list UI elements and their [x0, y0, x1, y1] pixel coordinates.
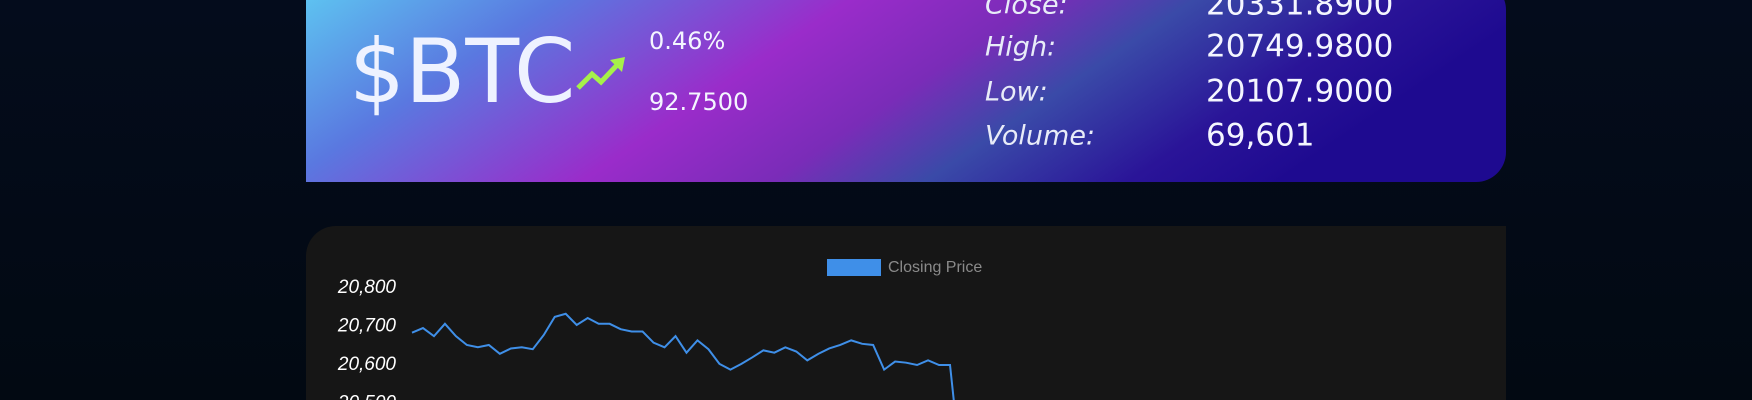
y-tick-label: 20,600	[337, 354, 397, 375]
ticker-card	[306, 0, 1506, 182]
y-tick-label: 20,700	[337, 316, 397, 337]
y-tick-label: 20,800	[337, 277, 397, 298]
plot: 20,500 20,600 20,700 20,800	[337, 277, 955, 400]
price-line	[411, 312, 955, 400]
stat-value: 69,601	[1206, 118, 1314, 154]
trend-icon-head	[610, 57, 625, 72]
stat-label: Volume:	[985, 121, 1095, 152]
stat-value: 20107.9000	[1206, 74, 1393, 110]
stat-value: 20331.8900	[1206, 0, 1393, 23]
legend-label: Closing Price	[888, 259, 982, 276]
ticker: $BTC	[349, 20, 575, 123]
change-percent: 0.46%	[649, 27, 725, 55]
stat-label: Low:	[985, 77, 1048, 108]
chart-card	[306, 226, 1506, 400]
stat-label: High:	[985, 32, 1056, 63]
chart: 20,500 20,600 20,700 20,800 Closing Price	[337, 259, 982, 400]
trend-icon	[576, 60, 622, 90]
change-value: 92.7500	[649, 88, 748, 116]
stats: Close: 20331.8900 High: 20749.9800 Low: 20107…	[985, 0, 1393, 154]
stat-label: Close:	[985, 0, 1068, 21]
y-tick-label: 20,500	[337, 393, 397, 400]
stat-value: 20749.9800	[1206, 29, 1393, 65]
legend-swatch	[827, 259, 881, 276]
